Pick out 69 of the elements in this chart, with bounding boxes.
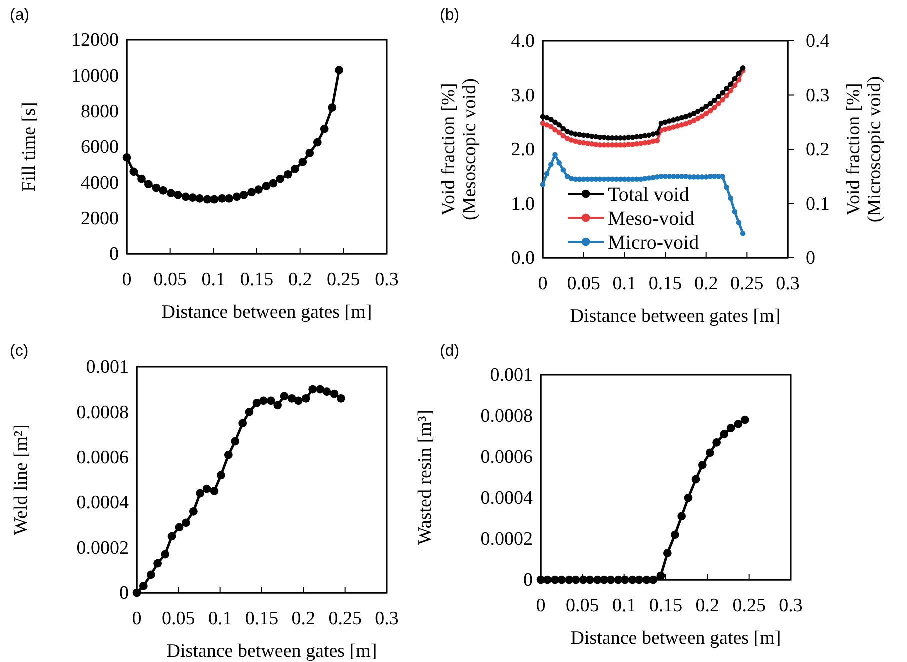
- y2-tick-label: 0: [806, 248, 816, 270]
- x-tick-label: 0.15: [245, 608, 279, 630]
- x-tick-label: 0.25: [327, 269, 360, 290]
- y-tick-label: 4.0: [511, 31, 535, 52]
- x-axis-title: Distance between gates [m]: [162, 302, 372, 323]
- x-tick-label: 0.05: [567, 273, 600, 294]
- legend-label: Total void: [608, 184, 690, 206]
- y-tick-label: 12000: [72, 30, 119, 52]
- legend-label: Micro-void: [608, 232, 700, 254]
- y-axis-title: Fill time [s]: [19, 102, 40, 192]
- y-tick-label: 6000: [81, 137, 119, 158]
- x-tick-label: 0.2: [292, 608, 316, 630]
- x-tick-label: 0.3: [375, 269, 399, 290]
- x-axis-title: Distance between gates [m]: [570, 306, 781, 327]
- y2-tick-label: 0.2: [806, 140, 830, 161]
- y-tick-label: 0.0: [511, 248, 535, 270]
- legend-label: Meso-void: [608, 208, 695, 230]
- y2-tick-label: 0.4: [806, 31, 830, 52]
- x-tick-label: 0.1: [612, 273, 637, 294]
- x-tick-label: 0.25: [730, 273, 764, 294]
- chart-title: (a): [10, 7, 30, 24]
- y-tick-label: 0.0006: [480, 447, 533, 468]
- x-tick-label: 0.2: [696, 595, 720, 616]
- y-tick-label: 0.001: [490, 365, 533, 386]
- x-tick-label: 0.2: [288, 269, 312, 290]
- x-axis-title: Distance between gates [m]: [570, 628, 782, 649]
- y-tick-label: 1.0: [511, 194, 535, 215]
- y-tick-label: 0.0008: [76, 402, 129, 424]
- x-tick-label: 0.25: [732, 595, 766, 616]
- x-tick-label: 0.15: [649, 595, 683, 616]
- y-tick-label: 0.0002: [76, 538, 129, 559]
- x-tick-label: 0: [538, 273, 548, 294]
- y-tick-label: 10000: [72, 66, 119, 87]
- x-tick-label: 0.15: [240, 269, 274, 290]
- y-tick-label: 0.001: [86, 357, 129, 378]
- y-axis-title: Wasted resin [m³]: [415, 410, 436, 546]
- x-tick-label: 0.3: [776, 273, 800, 294]
- x-tick-label: 0.05: [566, 595, 600, 616]
- y-tick-label: 3.0: [511, 85, 535, 106]
- y-tick-label: 0: [524, 570, 533, 592]
- y-tick-label: 0: [110, 244, 119, 266]
- x-tick-label: 0.3: [375, 608, 399, 630]
- chart-title: (d): [440, 343, 460, 360]
- y-axis-title: Weld line [m²]: [11, 424, 32, 536]
- y-tick-label: 2.0: [511, 140, 535, 161]
- y-tick-label: 0.0006: [76, 447, 129, 468]
- x-tick-label: 0.2: [694, 273, 718, 294]
- y-tick-label: 0.0008: [480, 406, 533, 428]
- x-tick-label: 0.3: [779, 595, 803, 616]
- y2-tick-label: 0.3: [806, 85, 830, 106]
- x-tick-label: 0.15: [648, 273, 682, 294]
- y2-tick-label: 0.1: [806, 194, 830, 215]
- x-tick-label: 0.1: [202, 269, 226, 290]
- y-tick-label: 0.0004: [76, 492, 130, 514]
- x-tick-label: 0.1: [612, 595, 636, 616]
- x-tick-label: 0.05: [162, 608, 196, 630]
- y-tick-label: 4000: [81, 172, 119, 194]
- y-tick-label: 0.0004: [480, 488, 534, 510]
- y-tick-label: 8000: [81, 101, 119, 122]
- chart-title: (c): [10, 343, 29, 360]
- y-tick-label: 0.0002: [480, 529, 533, 550]
- y-axis-title: Void fraction [%] (Mesoscopic void): [438, 78, 480, 220]
- y2-axis-title: Void fraction [%] (Microscopic void): [844, 76, 886, 223]
- x-tick-label: 0.25: [328, 608, 362, 630]
- y-tick-label: 2000: [81, 208, 119, 230]
- x-tick-label: 0.1: [208, 608, 232, 630]
- x-axis-title: Distance between gates [m]: [166, 641, 378, 662]
- x-tick-label: 0.05: [154, 269, 187, 290]
- chart-title: (b): [440, 7, 460, 24]
